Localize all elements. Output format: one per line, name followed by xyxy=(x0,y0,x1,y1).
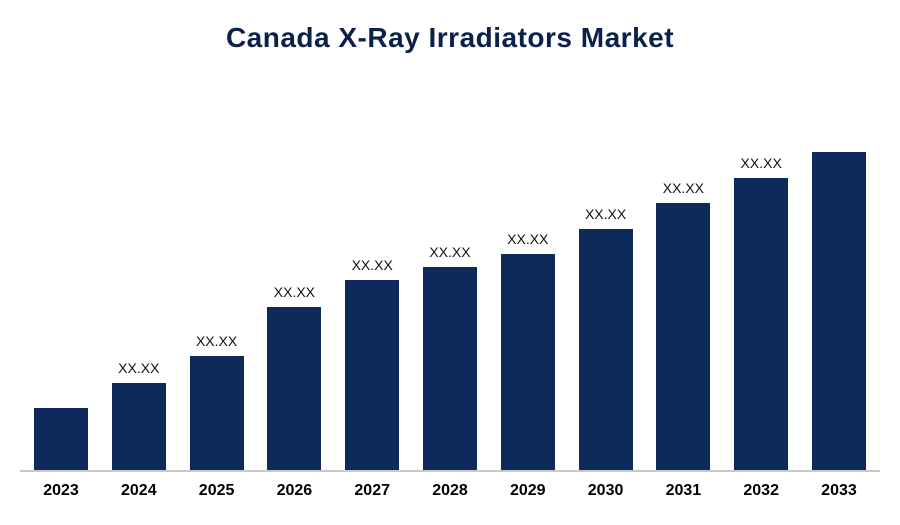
bar xyxy=(34,408,88,470)
x-tick-label: 2030 xyxy=(587,482,624,499)
bar-value-label: XX.XX xyxy=(351,257,393,273)
bar xyxy=(422,267,477,470)
bar xyxy=(656,203,711,470)
x-tick-label: 2023 xyxy=(43,482,79,499)
x-tick-label: 2029 xyxy=(509,482,546,499)
bar-column: XX.XX xyxy=(578,206,633,470)
bar xyxy=(578,229,633,470)
bar-column: XX.XX xyxy=(345,257,400,470)
bar-value-label: XX.XX xyxy=(118,360,160,376)
bar-value-label: XX.XX xyxy=(662,180,704,196)
x-tick-label: 2024 xyxy=(121,482,157,499)
bar-column xyxy=(34,385,88,470)
bar-value-label: XX.XX xyxy=(584,206,627,222)
x-tick-label: 2026 xyxy=(276,482,313,499)
x-axis-tick-labels: 2023 2024 2025 2026 2027 2028 2029 2030 2031 2032… xyxy=(20,482,880,500)
bar xyxy=(500,254,555,470)
bar-value-label: XX.XX xyxy=(740,155,782,171)
x-tick-label: 2033 xyxy=(821,482,857,499)
bar xyxy=(734,178,789,470)
x-tick-label: 2031 xyxy=(665,482,702,499)
plot-area: XX.XX XX.XX XX.XX XX.XX XX.XX XX.XX XX.XX XX.XX… xyxy=(20,110,880,500)
bar-column: XX.XX xyxy=(734,155,789,470)
bar-value-label: XX.XX xyxy=(273,284,316,300)
bar-value-label: XX.XX xyxy=(429,244,471,260)
bar xyxy=(189,356,244,470)
bars-container: XX.XX XX.XX XX.XX XX.XX XX.XX XX.XX XX.XX XX.XX… xyxy=(20,110,880,472)
bar-value-label: XX.XX xyxy=(195,333,238,349)
bar xyxy=(267,307,322,470)
x-tick-label: 2025 xyxy=(198,482,235,499)
bar-column: XX.XX xyxy=(267,284,322,470)
x-tick-label: 2032 xyxy=(743,482,779,499)
chart-title: Canada X-Ray Irradiators Market xyxy=(225,22,675,53)
bar xyxy=(111,383,166,470)
x-tick-label: 2027 xyxy=(354,482,390,499)
bar-column: XX.XX xyxy=(111,360,166,470)
bar xyxy=(811,152,866,470)
bar-value-label: XX.XX xyxy=(507,231,549,247)
bar-column: XX.XX xyxy=(189,333,244,470)
bar-column: XX.XX xyxy=(422,244,477,470)
x-tick-label: 2028 xyxy=(432,482,468,499)
bar-column xyxy=(811,129,866,470)
bar xyxy=(345,280,400,470)
bar-column: XX.XX xyxy=(656,180,711,470)
bar-column: XX.XX xyxy=(500,231,555,470)
